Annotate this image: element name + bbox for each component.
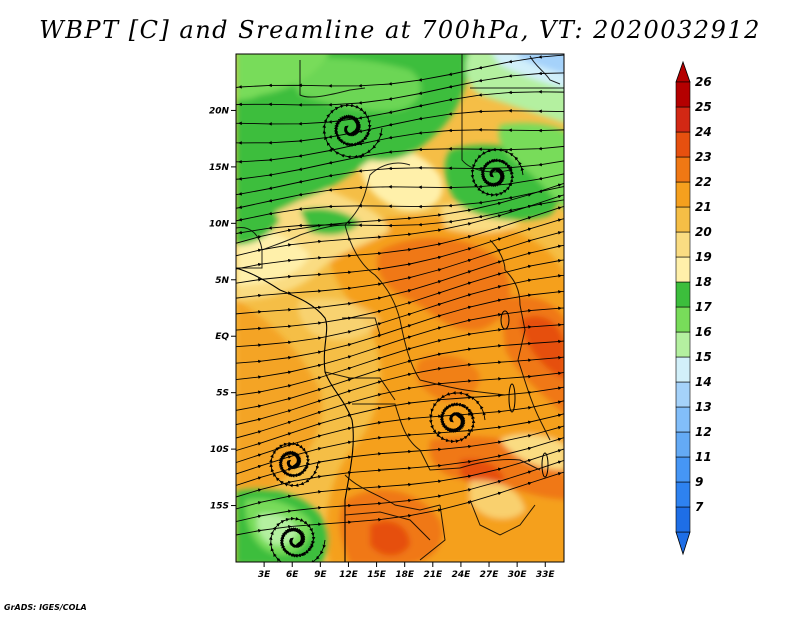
colorbar-swatch (675, 181, 691, 208)
lat-label: 5N (215, 276, 229, 286)
lon-label: 21E (423, 570, 443, 580)
streamline (333, 114, 371, 147)
lon-label: 27E (480, 570, 500, 580)
colorbar-swatch (675, 156, 691, 183)
colorbar-swatch (675, 331, 691, 358)
streamline (236, 199, 564, 235)
longitude-axis: 3E 6E 9E 12E 15E 18E 21E 24E 27E 30E 33E (258, 562, 556, 580)
lon-label: 18E (395, 570, 415, 580)
lon-label: 3E (258, 570, 271, 580)
lon-label: 6E (286, 570, 299, 580)
lon-label: 12E (339, 570, 359, 580)
colorbar-max-arrow (675, 60, 691, 83)
colorbar-label: 18 (695, 275, 712, 289)
colorbar-swatch (675, 356, 691, 383)
colorbar-swatch (675, 381, 691, 408)
colorbar-swatch (675, 256, 691, 283)
colorbar-swatch (675, 431, 691, 458)
lon-label: 33E (536, 570, 556, 580)
streamline (279, 527, 315, 558)
colorbar: 7 9 11 12 13 14 15 16 17 18 19 20 21 22 23 24 25 26 (675, 60, 712, 556)
lat-label: 10S (210, 445, 229, 455)
lat-label: 20N (209, 106, 230, 116)
colorbar-label: 22 (695, 175, 712, 189)
map-title: WBPT [C] and Sreamline at 700hPa, VT: 20… (39, 16, 761, 44)
colorbar-label: 16 (695, 325, 712, 339)
colorbar-label: 14 (695, 375, 712, 389)
colorbar-swatch (675, 406, 691, 433)
colorbar-swatch (675, 456, 691, 483)
colorbar-swatch (675, 81, 691, 108)
colorbar-swatch (675, 131, 691, 158)
colorbar-swatch (675, 231, 691, 258)
colorbar-label: 19 (695, 250, 712, 264)
colorbar-swatch (675, 206, 691, 233)
map-frame (235, 53, 565, 563)
streamlines (236, 54, 564, 562)
colorbar-swatch (675, 306, 691, 333)
latitude-axis: 20N 15N 10N 5N EQ 5S 10S 15S (209, 106, 236, 512)
lon-label: 15E (367, 570, 387, 580)
lat-label: 10N (209, 219, 230, 229)
colorbar-min-arrow (675, 531, 691, 556)
lat-label: 15N (209, 163, 230, 173)
colorbar-label: 7 (695, 500, 704, 514)
lat-label: 5S (216, 389, 229, 399)
lon-label: 9E (314, 570, 327, 580)
colorbar-label: 15 (695, 350, 712, 364)
colorbar-swatch (675, 106, 691, 133)
colorbar-swatch (675, 481, 691, 508)
lon-label: 30E (508, 570, 528, 580)
colorbar-swatch (675, 281, 691, 308)
colorbar-label: 25 (695, 100, 712, 114)
grads-credit: GrADS: IGES/COLA (4, 603, 87, 612)
colorbar-label: 9 (695, 475, 703, 489)
colorbar-label: 17 (695, 300, 712, 314)
streamline (278, 450, 310, 478)
colorbar-label: 21 (695, 200, 712, 214)
colorbar-label: 12 (695, 425, 712, 439)
streamline (480, 158, 514, 188)
colorbar-label: 20 (695, 225, 712, 239)
colorbar-label: 13 (695, 400, 712, 414)
lat-label: EQ (215, 332, 229, 342)
colorbar-label: 26 (695, 75, 712, 89)
wbpt-shading (236, 54, 564, 562)
colorbar-label: 24 (695, 125, 712, 139)
streamline (439, 402, 475, 433)
colorbar-label: 11 (695, 450, 712, 464)
lat-label: 15S (210, 502, 229, 512)
colorbar-label: 23 (695, 150, 712, 164)
colorbar-swatch (675, 506, 691, 533)
lon-label: 24E (452, 570, 472, 580)
